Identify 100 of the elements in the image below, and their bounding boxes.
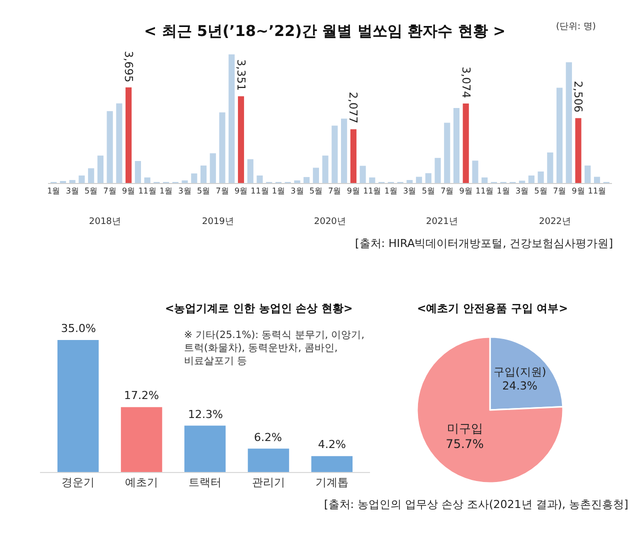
x-tick-label: 1월	[496, 186, 510, 196]
x-tick-label: 9월	[234, 186, 248, 196]
bar	[256, 176, 263, 183]
x-tick-label: 7월	[103, 186, 116, 196]
x-tick-label: 경운기	[62, 476, 95, 490]
bar	[69, 180, 76, 183]
annotation: ※ 기타(25.1%): 동력식 분무기, 이앙기, 트럭(화물차), 동력운반차, 콤바인, 비료살포기 등	[184, 330, 364, 367]
bar	[120, 407, 162, 472]
slice-label: 구입(지원)	[494, 365, 546, 378]
bar	[341, 118, 348, 183]
bar	[184, 426, 226, 472]
bar	[182, 180, 188, 183]
bar	[228, 54, 235, 183]
bar	[369, 177, 376, 183]
bar	[462, 103, 469, 183]
bar	[106, 111, 113, 183]
bar	[238, 96, 244, 183]
slice-label: 미구입	[446, 422, 483, 436]
bar	[453, 108, 460, 183]
x-tick-label: 7월	[552, 186, 566, 196]
bar	[332, 126, 338, 183]
pie-slice	[416, 336, 564, 484]
bar	[248, 448, 290, 472]
x-tick-label: 9월	[122, 186, 136, 196]
text: 2020년	[314, 217, 346, 227]
bar	[434, 158, 441, 183]
x-tick-label: 관리기	[252, 476, 285, 490]
bar	[360, 166, 366, 183]
text: 2018년	[89, 217, 121, 227]
x-tick-label: 9월	[346, 186, 360, 196]
x-tick-label: 3월	[516, 186, 529, 196]
bar	[134, 161, 141, 183]
text: 2021년	[426, 217, 458, 227]
text: 2019년	[202, 217, 234, 227]
bar	[116, 103, 122, 183]
x-tick-label: 5월	[309, 186, 322, 196]
bar	[219, 112, 226, 183]
bar	[350, 129, 356, 183]
x-tick-label: 예초기	[125, 476, 158, 490]
data-label: 2,077	[346, 92, 360, 124]
bar	[126, 87, 132, 183]
bar	[472, 160, 478, 183]
x-tick-label: 9월	[572, 186, 585, 196]
x-tick-label: 1월	[47, 186, 60, 196]
x-tick-label: 11월	[588, 186, 606, 196]
x-tick-label: 기계톱	[315, 476, 348, 490]
bar	[556, 88, 563, 183]
bar	[97, 156, 104, 183]
data-label: 35.0%	[61, 322, 96, 335]
chart-title: < 최근 5년(’18~’22)간 월별 벌쏘임 환자수 현황 >	[144, 22, 506, 40]
text: [출처: HIRA빅데이터개방포털, 건강보험심사평가원]	[355, 237, 614, 250]
x-tick-label: 5월	[422, 186, 435, 196]
x-tick-label: 5월	[84, 186, 98, 196]
bar	[322, 156, 328, 183]
bar	[88, 168, 94, 183]
x-tick-label: 1월	[272, 186, 286, 196]
x-tick-label: 7월	[216, 186, 229, 196]
x-tick-label: 3월	[66, 186, 79, 196]
x-tick-label: 3월	[403, 186, 416, 196]
bar	[304, 177, 310, 183]
x-tick-label: 11월	[363, 186, 382, 196]
data-label: 3,695	[122, 50, 135, 82]
data-label: 3,351	[234, 59, 248, 91]
bar	[444, 122, 450, 183]
x-tick-label: 3월	[290, 186, 304, 196]
x-tick-label: 9월	[459, 186, 472, 196]
bar	[78, 176, 85, 183]
data-label: 24.3%	[502, 380, 538, 393]
x-tick-label: 11월	[475, 186, 494, 196]
x-tick-label: 5월	[534, 186, 548, 196]
bar	[538, 171, 544, 183]
bar	[191, 173, 198, 183]
x-tick-label: 1월	[160, 186, 173, 196]
bar	[311, 456, 353, 472]
bar	[247, 159, 254, 183]
bar	[57, 340, 99, 472]
chart-title: <농업기계로 인한 농업인 손상 현황>	[165, 302, 353, 315]
bar	[425, 173, 432, 183]
x-tick-label: 1월	[384, 186, 398, 196]
bar	[200, 166, 207, 183]
bar	[416, 176, 422, 183]
data-label: 2,506	[571, 80, 584, 112]
bar	[584, 166, 591, 183]
data-label: 12.3%	[188, 408, 223, 421]
data-label: 17.2%	[124, 389, 159, 402]
bar	[575, 118, 582, 183]
bar	[294, 180, 300, 183]
x-tick-label: 7월	[440, 186, 454, 196]
text: 2022년	[539, 217, 571, 227]
data-label: 3,074	[459, 66, 472, 98]
bar	[566, 62, 572, 183]
bar	[482, 177, 488, 183]
x-tick-label: 5월	[196, 186, 210, 196]
x-tick-label: 트랙터	[188, 476, 222, 490]
y-axis-title: (단위: 명)	[556, 22, 596, 32]
chart-title: <예초기 안전용품 구입 여부>	[417, 302, 568, 315]
bar	[528, 176, 534, 183]
bar	[406, 180, 413, 183]
data-label: 6.2%	[254, 431, 282, 444]
data-label: 4.2%	[318, 438, 346, 451]
